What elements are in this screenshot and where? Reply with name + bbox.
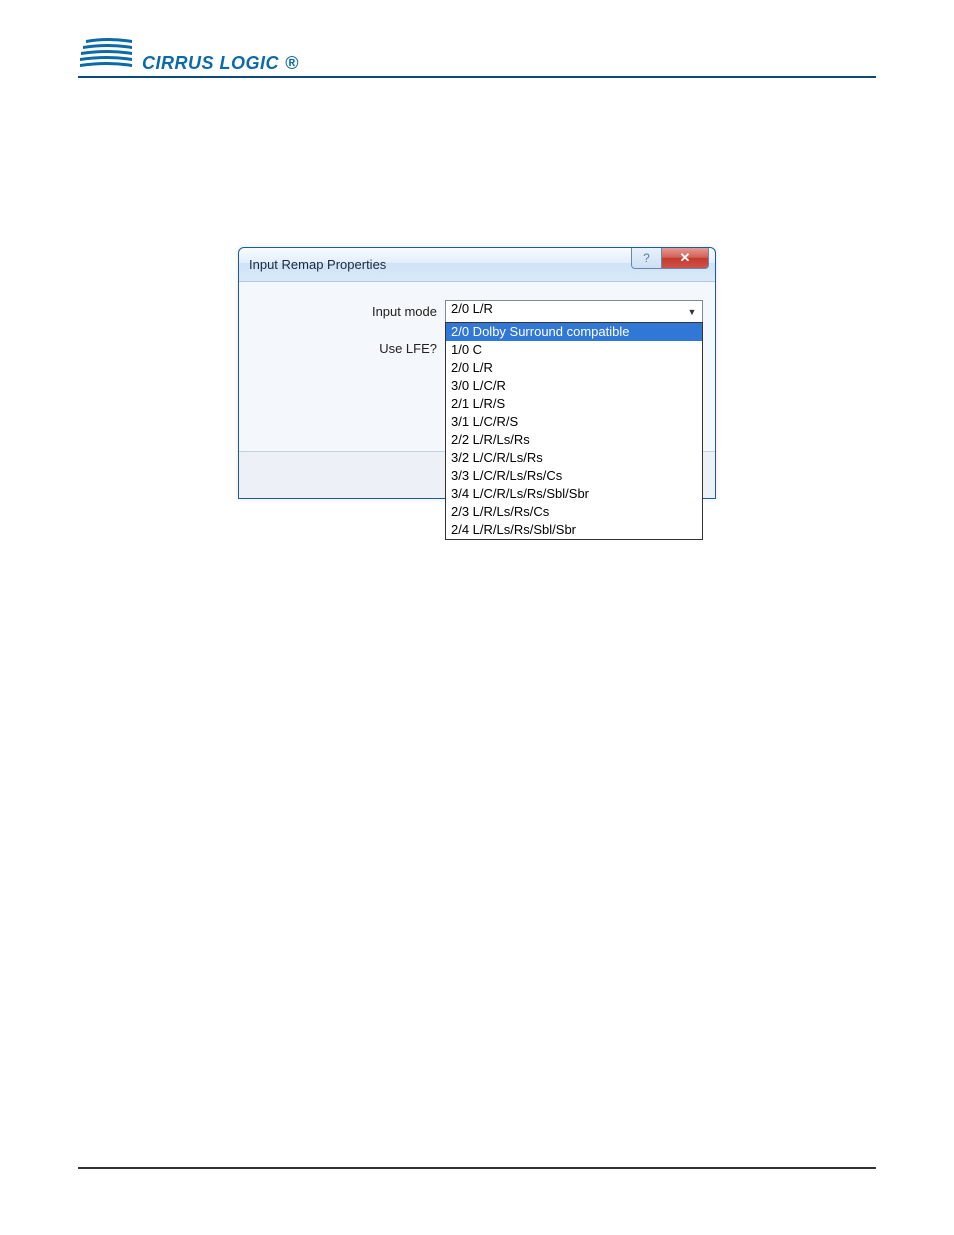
input-remap-dialog: Input Remap Properties ? ✕ Input mode 2/… [238,247,716,499]
brand-text: CIRRUS LOGIC [142,53,279,74]
close-button[interactable]: ✕ [661,248,709,269]
page-header: CIRRUS LOGIC ® [78,30,876,78]
dropdown-option[interactable]: 3/2 L/C/R/Ls/Rs [446,449,702,467]
input-mode-dropdown[interactable]: 2/0 Dolby Surround compatible 1/0 C 2/0 … [445,322,703,540]
help-button[interactable]: ? [631,248,661,269]
dropdown-option[interactable]: 3/3 L/C/R/Ls/Rs/Cs [446,467,702,485]
close-icon: ✕ [680,250,691,266]
input-mode-row: Input mode 2/0 L/R ▼ 2/0 Dolby Surround … [251,300,703,323]
dropdown-option[interactable]: 2/3 L/R/Ls/Rs/Cs [446,503,702,521]
help-icon: ? [643,251,650,265]
dialog-title: Input Remap Properties [249,257,386,272]
input-mode-value[interactable]: 2/0 L/R [445,300,703,323]
dropdown-option[interactable]: 2/0 L/R [446,359,702,377]
input-mode-label: Input mode [251,304,445,319]
dialog-titlebar[interactable]: Input Remap Properties ? ✕ [239,248,715,282]
dialog-body: Input mode 2/0 L/R ▼ 2/0 Dolby Surround … [239,282,715,452]
logo-swoosh-icon [78,30,136,72]
dropdown-option[interactable]: 1/0 C [446,341,702,359]
dropdown-option[interactable]: 3/4 L/C/R/Ls/Rs/Sbl/Sbr [446,485,702,503]
page-footer-rule [78,1167,876,1169]
dropdown-option[interactable]: 2/2 L/R/Ls/Rs [446,431,702,449]
input-mode-combobox[interactable]: 2/0 L/R ▼ 2/0 Dolby Surround compatible … [445,300,703,323]
dropdown-option[interactable]: 2/0 Dolby Surround compatible [446,323,702,341]
dropdown-option[interactable]: 3/1 L/C/R/S [446,413,702,431]
titlebar-buttons: ? ✕ [631,248,709,269]
registered-mark: ® [285,53,299,74]
brand-logo: CIRRUS LOGIC ® [78,30,876,72]
dropdown-option[interactable]: 2/1 L/R/S [446,395,702,413]
dropdown-option[interactable]: 2/4 L/R/Ls/Rs/Sbl/Sbr [446,521,702,539]
use-lfe-label: Use LFE? [251,341,445,356]
dropdown-option[interactable]: 3/0 L/C/R [446,377,702,395]
